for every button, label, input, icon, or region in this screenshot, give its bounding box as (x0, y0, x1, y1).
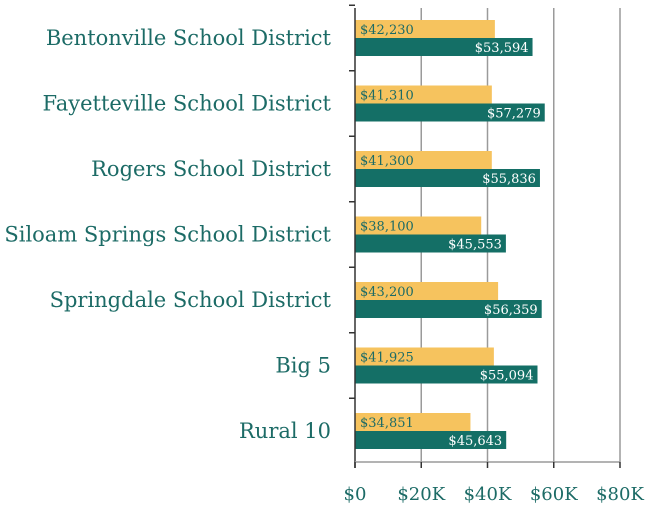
category-label-3: Siloam Springs School District (4, 223, 331, 247)
category-label-2: Rogers School District (91, 157, 331, 181)
axes (349, 4, 621, 468)
category-label-1: Fayetteville School District (43, 92, 332, 116)
data-label-s1-5: $55,094 (480, 369, 534, 384)
data-label-s0-5: $41,925 (360, 351, 414, 366)
bar-s1-1 (355, 103, 545, 122)
bar-s0-5 (355, 347, 494, 366)
data-label-s1-0: $53,594 (475, 41, 529, 56)
x-tick-label-3: $60K (530, 484, 578, 505)
data-label-s1-6: $45,643 (448, 434, 502, 449)
bar-s0-0 (355, 20, 495, 38)
bar-s0-6 (355, 413, 471, 431)
bar-s1-2 (355, 169, 540, 187)
data-label-s0-6: $34,851 (360, 416, 414, 431)
category-label-5: Big 5 (275, 354, 331, 378)
data-label-s1-4: $56,359 (484, 303, 538, 318)
data-label-s0-3: $38,100 (360, 220, 414, 235)
data-label-s1-3: $45,553 (448, 238, 502, 253)
x-tick-label-2: $40K (464, 484, 512, 505)
bar-s1-6 (355, 431, 507, 449)
data-label-s0-2: $41,300 (360, 154, 414, 169)
data-label-s0-4: $43,200 (360, 285, 414, 300)
category-label-4: Springdale School District (50, 288, 332, 312)
x-tick-label-0: $0 (344, 484, 367, 505)
x-tick-label-1: $20K (397, 484, 445, 505)
bar-s1-0 (355, 38, 533, 56)
bar-s0-4 (355, 282, 499, 300)
data-label-s0-1: $41,310 (360, 89, 414, 104)
bar-s0-2 (355, 151, 492, 169)
bar-s1-5 (355, 365, 538, 384)
bar-s0-1 (355, 85, 492, 104)
bars (355, 20, 545, 449)
bar-s0-3 (355, 216, 482, 235)
data-label-s1-1: $57,279 (487, 107, 541, 122)
bar-s1-3 (355, 234, 506, 253)
category-label-6: Rural 10 (239, 419, 331, 443)
data-label-s1-2: $55,836 (482, 172, 536, 187)
bar-s1-4 (355, 300, 542, 318)
labels: $0 $20K $40K $60K $80K Bentonville School Dis… (4, 23, 644, 505)
category-label-0: Bentonville School District (46, 26, 332, 50)
x-tick-label-4: $80K (596, 484, 644, 505)
data-label-s0-0: $42,230 (360, 23, 414, 38)
